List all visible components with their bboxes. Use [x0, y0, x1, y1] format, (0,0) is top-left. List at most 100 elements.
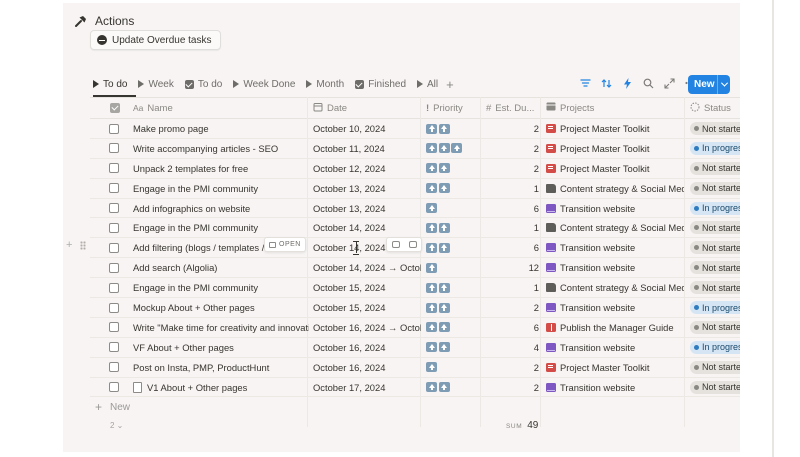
- tab-to-do[interactable]: To do: [184, 76, 222, 92]
- add-row-button[interactable]: + New: [95, 400, 130, 414]
- task-name-cell[interactable]: Engage in the PMI community: [133, 278, 309, 297]
- priority-cell[interactable]: [426, 278, 482, 297]
- column-estimate[interactable]: # Est. Du...: [486, 97, 540, 119]
- filter-icon[interactable]: [579, 77, 591, 89]
- estimate-cell[interactable]: 1: [533, 222, 539, 234]
- chevron-down-icon[interactable]: [718, 82, 730, 87]
- task-name-cell[interactable]: VF About + Other pages: [133, 338, 309, 357]
- tab-to-do[interactable]: To do: [93, 76, 127, 92]
- project-cell[interactable]: Project Master Toolkit: [546, 159, 684, 178]
- priority-cell[interactable]: [426, 378, 482, 397]
- priority-cell[interactable]: [426, 258, 482, 277]
- row-checkbox[interactable]: [109, 258, 123, 277]
- priority-cell[interactable]: [426, 338, 482, 357]
- table-row[interactable]: VF About + Other pages October 16, 2024 4 T…: [90, 338, 740, 358]
- expand-icon[interactable]: [663, 77, 675, 89]
- estimate-cell[interactable]: 2: [533, 142, 539, 154]
- date-cell[interactable]: October 14, 2024: [313, 222, 386, 234]
- estimate-cell[interactable]: 6: [533, 202, 539, 214]
- project-cell[interactable]: Project Master Toolkit: [546, 139, 684, 158]
- row-checkbox[interactable]: [109, 378, 123, 397]
- status-cell[interactable]: Not started: [690, 218, 740, 237]
- status-cell[interactable]: In progress: [690, 199, 740, 218]
- date-cell[interactable]: October 15, 2024: [313, 302, 386, 314]
- select-all-checkbox[interactable]: [110, 97, 120, 119]
- row-checkbox[interactable]: [109, 298, 123, 317]
- task-name-cell[interactable]: Unpack 2 templates for free: [133, 159, 309, 178]
- project-cell[interactable]: Content strategy & Social Media: [546, 218, 684, 237]
- status-cell[interactable]: Not started: [690, 278, 740, 297]
- table-row[interactable]: Add infographics on website October 13, 2…: [90, 199, 740, 219]
- date-cell[interactable]: October 13, 2024: [313, 202, 386, 214]
- status-cell[interactable]: In progress: [690, 298, 740, 317]
- row-checkbox[interactable]: [109, 119, 123, 138]
- lightning-icon[interactable]: [621, 77, 633, 89]
- row-checkbox[interactable]: [109, 238, 123, 257]
- task-name-cell[interactable]: Add filtering (blogs / templates /: [133, 238, 309, 257]
- task-name-cell[interactable]: Engage in the PMI community: [133, 179, 309, 198]
- table-row[interactable]: Write "Make time for creativity and inno…: [90, 318, 740, 338]
- table-row[interactable]: Engage in the PMI community October 13, 2…: [90, 179, 740, 199]
- date-cell[interactable]: October 11, 2024: [313, 142, 385, 154]
- priority-cell[interactable]: [426, 159, 482, 178]
- table-row[interactable]: Engage in the PMI community October 14, 2…: [90, 218, 740, 239]
- estimate-cell[interactable]: 2: [533, 381, 539, 393]
- status-cell[interactable]: Not started: [690, 318, 740, 337]
- tab-finished[interactable]: Finished: [355, 76, 406, 92]
- open-row-button[interactable]: OPEN: [264, 237, 306, 252]
- row-checkbox[interactable]: [109, 179, 123, 198]
- row-checkbox[interactable]: [109, 159, 123, 178]
- row-checkbox[interactable]: [109, 218, 123, 237]
- column-name[interactable]: Aa Name: [133, 97, 303, 119]
- task-name-cell[interactable]: Make promo page: [133, 119, 309, 138]
- row-checkbox[interactable]: [109, 278, 123, 297]
- update-overdue-button[interactable]: Update Overdue tasks: [90, 30, 221, 50]
- task-name-cell[interactable]: Add search (Algolia): [133, 258, 309, 277]
- priority-cell[interactable]: [426, 119, 482, 138]
- estimate-cell[interactable]: 2: [533, 162, 539, 174]
- date-cell[interactable]: October 16, 2024: [313, 341, 386, 353]
- project-cell[interactable]: Transition website: [546, 199, 684, 218]
- priority-cell[interactable]: [426, 298, 482, 317]
- date-cell[interactable]: October 12, 2024: [313, 162, 386, 174]
- column-priority[interactable]: ! Priority: [426, 97, 481, 119]
- comment-icon[interactable]: [391, 241, 400, 248]
- estimate-cell[interactable]: 6: [533, 242, 539, 254]
- estimate-cell[interactable]: 6: [533, 321, 539, 333]
- priority-cell[interactable]: [426, 238, 482, 257]
- status-cell[interactable]: Not started: [690, 238, 740, 257]
- priority-cell[interactable]: [426, 218, 482, 237]
- column-status[interactable]: Status: [690, 97, 740, 119]
- row-checkbox[interactable]: [109, 318, 123, 337]
- priority-cell[interactable]: [426, 139, 482, 158]
- status-cell[interactable]: Not started: [690, 378, 740, 397]
- drag-handle-icon[interactable]: [80, 241, 86, 250]
- row-checkbox[interactable]: [109, 139, 123, 158]
- table-row[interactable]: Engage in the PMI community October 15, 2…: [90, 278, 740, 299]
- table-row[interactable]: Make promo page October 10, 2024 2 Project …: [90, 119, 740, 139]
- sum-calculation[interactable]: SUM 49: [506, 420, 538, 431]
- project-cell[interactable]: Transition website: [546, 378, 684, 397]
- status-cell[interactable]: Not started: [690, 358, 740, 377]
- task-name-cell[interactable]: Post on Insta, PMP, ProductHunt: [133, 358, 309, 377]
- tab-week[interactable]: Week: [138, 76, 174, 92]
- row-checkbox[interactable]: [109, 199, 123, 218]
- column-date[interactable]: Date: [313, 97, 418, 119]
- status-cell[interactable]: Not started: [690, 119, 740, 138]
- date-cell[interactable]: October 13, 2024: [313, 182, 386, 194]
- status-cell[interactable]: Not started: [690, 258, 740, 277]
- tab-all[interactable]: All: [417, 76, 438, 92]
- table-row[interactable]: Post on Insta, PMP, ProductHunt October 1…: [90, 358, 740, 378]
- estimate-cell[interactable]: 2: [533, 361, 539, 373]
- estimate-cell[interactable]: 1: [533, 282, 539, 294]
- priority-cell[interactable]: [426, 179, 482, 198]
- copy-icon[interactable]: [408, 241, 417, 248]
- status-cell[interactable]: Not started: [690, 179, 740, 198]
- table-row[interactable]: Unpack 2 templates for free October 12, 2…: [90, 159, 740, 179]
- priority-cell[interactable]: [426, 199, 482, 218]
- date-cell[interactable]: October 14, 2024: [313, 242, 386, 254]
- task-name-cell[interactable]: Write "Make time for creativity and inno…: [133, 318, 309, 337]
- task-name-cell[interactable]: Mockup About + Other pages: [133, 298, 309, 317]
- task-name-cell[interactable]: Write accompanying articles - SEO: [133, 139, 309, 158]
- tab-month[interactable]: Month: [306, 76, 344, 92]
